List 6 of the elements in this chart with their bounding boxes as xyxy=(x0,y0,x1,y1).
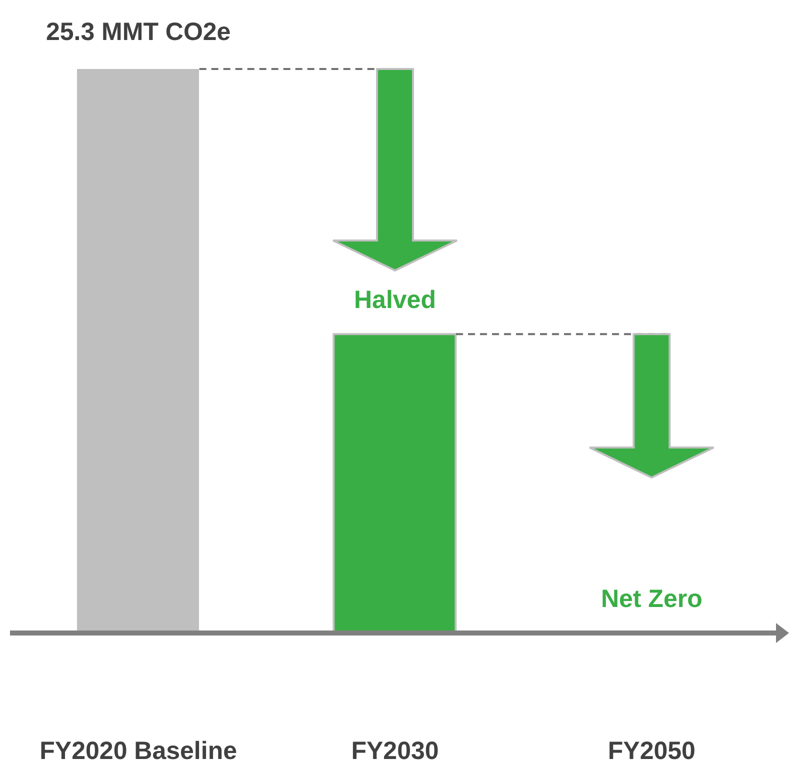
x-tick-label: FY2050 xyxy=(608,737,696,765)
annotation: 25.3 MMT CO2e xyxy=(46,18,231,46)
x-tick-label: FY2030 xyxy=(351,737,439,765)
annotation: Halved xyxy=(354,286,436,314)
annotation: Net Zero xyxy=(600,585,702,613)
x-tick-label: FY2020 Baseline xyxy=(40,737,238,765)
